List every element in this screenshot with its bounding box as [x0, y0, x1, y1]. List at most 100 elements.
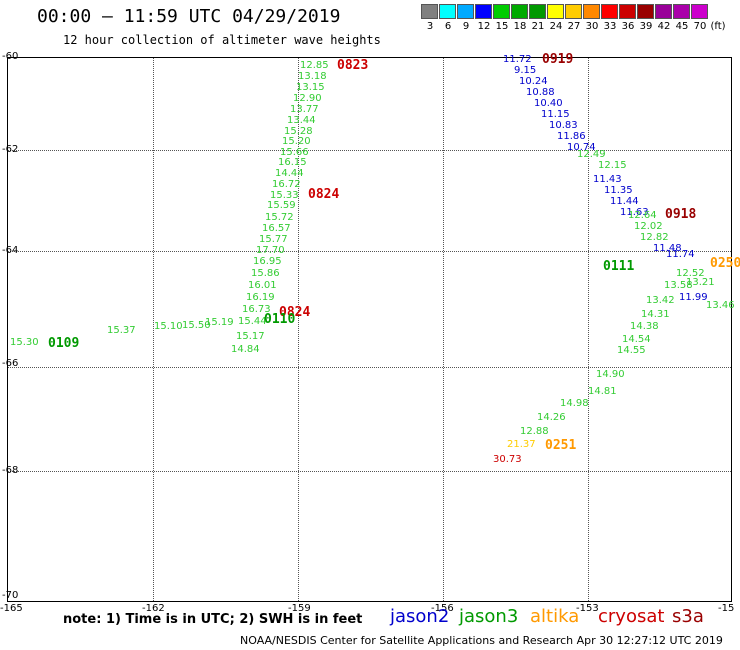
wave-height-value: 15.28 [284, 126, 313, 137]
wave-height-value: 15.10 [154, 321, 183, 332]
y-tick-label: -62 [2, 144, 19, 155]
y-tick-label: -68 [2, 465, 19, 476]
wave-height-value: 13.18 [298, 71, 327, 82]
wave-height-value: 11.99 [679, 292, 708, 303]
scale-swatch [637, 4, 654, 19]
wave-height-value: 14.55 [617, 345, 646, 356]
wave-height-value: 10.83 [549, 120, 578, 131]
legend-s3a: s3a [672, 606, 704, 627]
scale-label: 21 [531, 21, 545, 32]
scale-swatch [565, 4, 582, 19]
x-tick-label: -165 [0, 603, 23, 614]
wave-height-value: 11.48 [653, 243, 682, 254]
scale-label: 18 [513, 21, 527, 32]
x-tick-label: -159 [288, 603, 311, 614]
map-plot[interactable] [7, 57, 732, 602]
scale-label: 70 [693, 21, 707, 32]
wave-height-value: 15.59 [267, 200, 296, 211]
wave-height-value: 12.64 [628, 210, 657, 221]
wave-height-value: 13.44 [287, 115, 316, 126]
wave-height-value: 16.01 [248, 280, 277, 291]
wave-height-value: 11.15 [541, 109, 570, 120]
wave-height-value: 12.90 [293, 93, 322, 104]
wave-height-value: 10.40 [534, 98, 563, 109]
wave-height-value: 15.77 [259, 234, 288, 245]
grid-line-v [153, 58, 154, 601]
wave-height-value: 14.84 [231, 344, 260, 355]
wave-height-value: 16.19 [246, 292, 275, 303]
scale-label: 33 [603, 21, 617, 32]
wave-height-value: 15.86 [251, 268, 280, 279]
track-time-label: 0823 [337, 58, 369, 73]
scale-label: 36 [621, 21, 635, 32]
grid-line-v [443, 58, 444, 601]
wave-height-value: 11.44 [610, 196, 639, 207]
wave-height-value: 12.02 [634, 221, 663, 232]
wave-height-value: 16.15 [278, 157, 307, 168]
wave-height-value: 14.26 [537, 412, 566, 423]
scale-swatch [655, 4, 672, 19]
y-tick-label: -66 [2, 358, 19, 369]
wave-height-value: 12.52 [676, 268, 705, 279]
scale-label: 30 [585, 21, 599, 32]
scale-swatch [691, 4, 708, 19]
footer-note: note: 1) Time is in UTC; 2) SWH is in fe… [63, 612, 363, 627]
scale-swatch [583, 4, 600, 19]
wave-height-value: 9.15 [514, 65, 537, 76]
wave-height-value: 14.31 [641, 309, 670, 320]
wave-height-value: 16.73 [242, 304, 271, 315]
grid-line-v [298, 58, 299, 601]
color-scale-labels: 3 6 9 12 15 18 21 24 27 30 33 36 39 42 45 70 (ft) [421, 21, 727, 32]
y-tick-label: -70 [2, 590, 19, 601]
track-time-label: 0919 [542, 52, 574, 67]
track-time-label: 0109 [48, 336, 80, 351]
scale-swatch [673, 4, 690, 19]
legend-cryosat: cryosat [598, 606, 665, 627]
grid-line-h [8, 251, 731, 252]
scale-label: 15 [495, 21, 509, 32]
grid-line-h [8, 150, 731, 151]
wave-height-value: 11.35 [604, 185, 633, 196]
grid-line-h [8, 471, 731, 472]
wave-height-value: 14.38 [630, 321, 659, 332]
wave-height-value: 15.66 [280, 147, 309, 158]
track-time-label: 0824 [308, 187, 340, 202]
wave-height-value: 14.90 [596, 369, 625, 380]
wave-height-value: 12.82 [640, 232, 669, 243]
x-tick-label: -15 [718, 603, 735, 614]
scale-swatch [421, 4, 438, 19]
track-time-label: 0824 [279, 305, 311, 320]
page-title: 00:00 – 11:59 UTC 04/29/2019 [37, 6, 341, 27]
wave-height-value: 16.95 [253, 256, 282, 267]
wave-height-value: 12.88 [520, 426, 549, 437]
scale-label: 24 [549, 21, 563, 32]
wave-height-value: 13.58 [664, 280, 693, 291]
legend-jason2: jason2 [390, 606, 450, 627]
wave-height-value: 11.63 [620, 207, 649, 218]
wave-height-value: 11.72 [503, 54, 532, 65]
wave-height-value: 13.21 [686, 277, 715, 288]
wave-height-value: 14.98 [560, 398, 589, 409]
scale-swatch [601, 4, 618, 19]
wave-height-value: 12.15 [598, 160, 627, 171]
wave-height-value: 11.86 [557, 131, 586, 142]
grid-line-v [588, 58, 589, 601]
wave-height-value: 15.19 [205, 317, 234, 328]
wave-height-value: 30.73 [493, 454, 522, 465]
y-tick-label: -64 [2, 245, 19, 256]
track-time-label: 0110 [264, 312, 296, 327]
scale-swatch [529, 4, 546, 19]
scale-label: 27 [567, 21, 581, 32]
wave-height-value: 15.33 [270, 190, 299, 201]
wave-height-value: 15.30 [10, 337, 39, 348]
scale-label: 42 [657, 21, 671, 32]
wave-height-value: 15.72 [265, 212, 294, 223]
scale-swatch [457, 4, 474, 19]
wave-height-value: 12.85 [300, 60, 329, 71]
x-tick-label: -162 [142, 603, 165, 614]
wave-height-value: 10.74 [567, 142, 596, 153]
wave-height-value: 13.42 [646, 295, 675, 306]
scale-label: 9 [462, 21, 470, 32]
scale-label: 39 [639, 21, 653, 32]
wave-height-value: 15.20 [282, 136, 311, 147]
